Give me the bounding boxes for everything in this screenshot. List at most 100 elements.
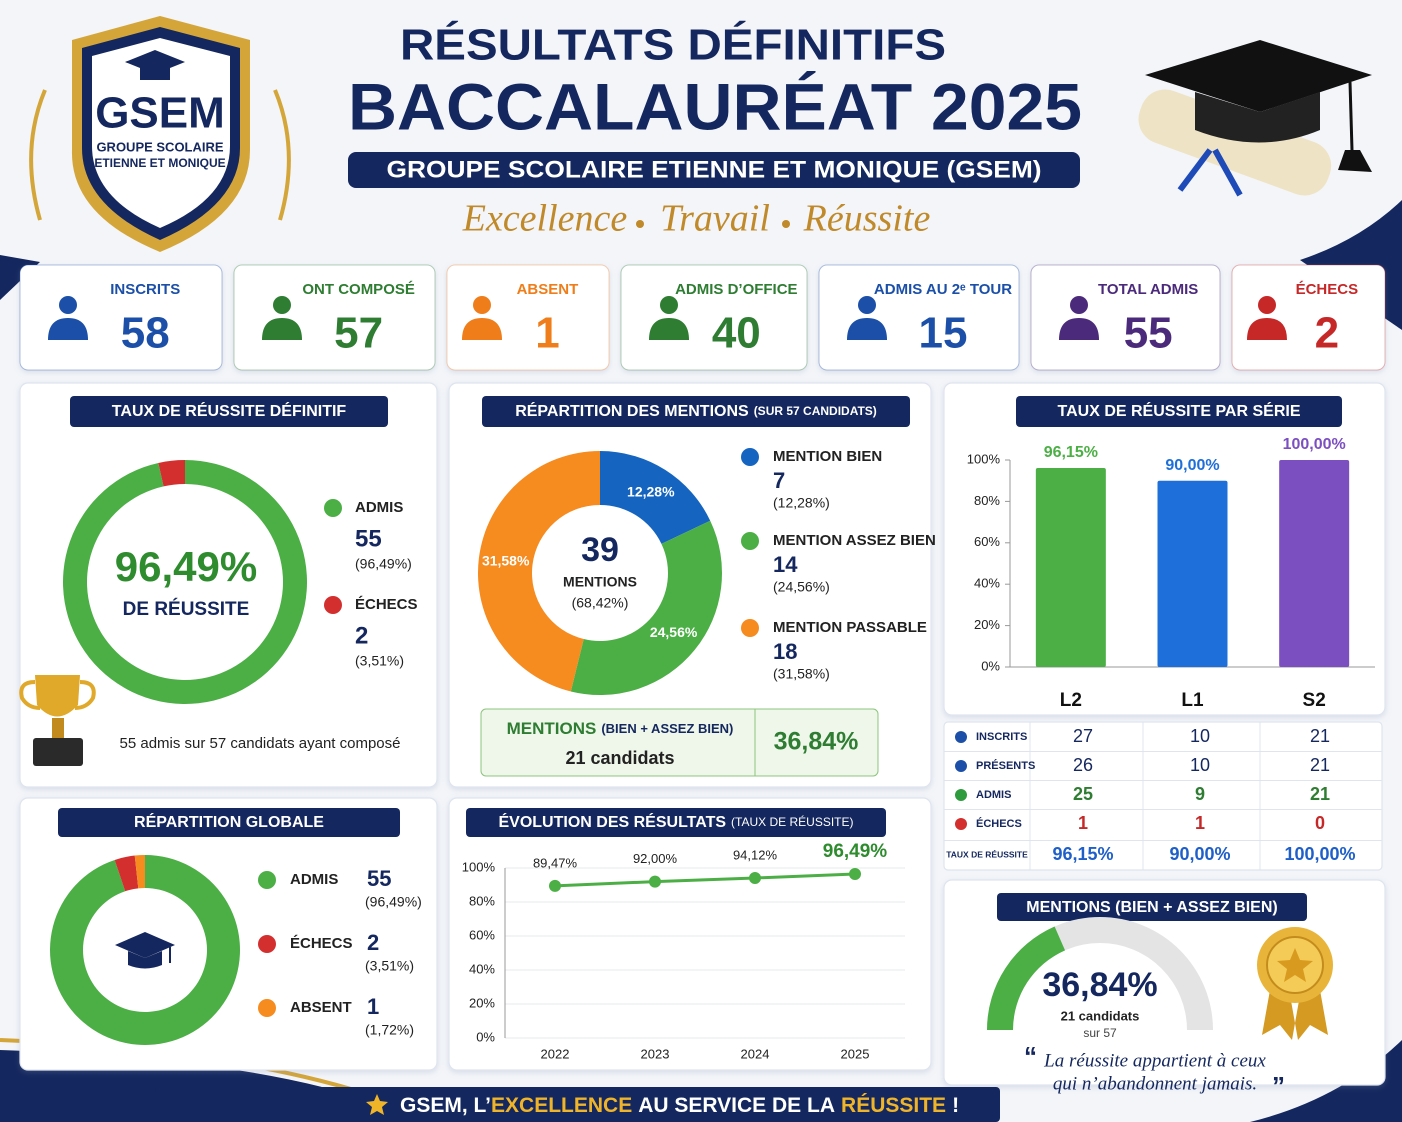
card [448, 797, 932, 1071]
y-tick-label: 0% [981, 658, 1000, 673]
legend-swatch [741, 619, 759, 637]
footer-part: RÉUSSITE [841, 1094, 946, 1117]
legend-swatch [258, 871, 276, 889]
stat-icon [1059, 318, 1099, 340]
stat-card [818, 264, 1020, 371]
stat-card [1030, 264, 1221, 371]
chart-title-main: RÉPARTITION DES MENTIONS [515, 401, 749, 420]
y-tick-label: 100% [462, 859, 496, 874]
decor [1250, 1040, 1402, 1122]
graduation-cap [1138, 40, 1372, 197]
legend-share: (12,28%) [773, 495, 830, 511]
x-tick-label: 2022 [541, 1046, 570, 1061]
chart-title-main: ÉVOLUTION DES RÉSULTATS [498, 812, 726, 831]
chart-title-note: (TAUX DE RÉUSSITE) [731, 814, 853, 829]
table-cell: 0 [1315, 813, 1325, 833]
row-icon [955, 818, 967, 830]
bar [1035, 467, 1106, 667]
value-label: 92,00% [633, 851, 678, 866]
value-label: 89,47% [533, 855, 578, 870]
row-icon [955, 760, 967, 772]
row-label: PRÉSENTS [976, 759, 1035, 772]
line [554, 872, 856, 888]
quote-mark: ” [1272, 1071, 1285, 1101]
stat-card [620, 264, 808, 371]
stat-label: ÉCHECS [1296, 281, 1359, 298]
stat-card [446, 264, 610, 371]
point [649, 875, 661, 888]
stat-label: TOTAL ADMIS [1098, 281, 1198, 298]
table-cell: 10 [1190, 755, 1210, 775]
stat-icon [1258, 296, 1276, 314]
table-cell: 1 [1195, 813, 1205, 833]
note: 55 admis sur 57 candidats ayant composé [120, 735, 401, 752]
summary-rate: 36,84% [774, 728, 859, 756]
stat-icon [660, 296, 678, 314]
legend-swatch [741, 448, 759, 466]
summary-label-main: MENTIONS [507, 719, 597, 738]
y-tick-label: 100% [967, 451, 1001, 466]
stat-label: ADMIS D’OFFICE [675, 281, 798, 298]
table-cell: 96,15% [1052, 844, 1113, 864]
chart-title: ÉVOLUTION DES RÉSULTATS (TAUX DE RÉUSSITE… [498, 812, 853, 831]
medal-icon [1257, 927, 1333, 1040]
title: RÉSULTATS DÉFINITIFS [400, 20, 946, 70]
table-cell: 21 [1310, 755, 1330, 775]
legend-share: (24,56%) [773, 579, 830, 595]
legend-value: 18 [773, 639, 797, 664]
value-label: 96,15% [1044, 444, 1098, 461]
chart-title: RÉPARTITION GLOBALE [134, 812, 324, 831]
stat-icon [273, 296, 291, 314]
chart-title: TAUX DE RÉUSSITE PAR SÉRIE [1058, 401, 1301, 420]
subtitle-bar [348, 152, 1080, 188]
summary-box [480, 708, 879, 777]
y-tick-label: 20% [974, 617, 1000, 632]
title-bar [70, 396, 388, 427]
stat-value: 57 [334, 309, 383, 358]
x-tick-label: S2 [1303, 690, 1326, 711]
summary-label: MENTIONS (BIEN + ASSEZ BIEN) [507, 719, 734, 738]
table-cell: 100,00% [1284, 844, 1355, 864]
stat-icon [462, 318, 502, 340]
motto: Réussite [803, 198, 931, 240]
point [749, 871, 761, 884]
title-bar [1016, 396, 1342, 427]
table-cell: 1 [1078, 813, 1088, 833]
table-cell: 9 [1195, 784, 1205, 804]
table-cell: 90,00% [1169, 844, 1230, 864]
slice [114, 855, 139, 892]
stat-icon [262, 318, 302, 340]
stat-icon [649, 318, 689, 340]
table-cell: 26 [1073, 755, 1093, 775]
y-tick-label: 80% [469, 893, 495, 908]
title-bar [482, 396, 910, 427]
value-label: 100,00% [1283, 436, 1346, 453]
legend-swatch [324, 499, 342, 517]
stat-icon [473, 296, 491, 314]
y-tick-label: 20% [469, 995, 495, 1010]
bar [1279, 460, 1350, 667]
y-tick-label: 0% [476, 1029, 495, 1044]
chart-title: TAUX DE RÉUSSITE DÉFINITIF [112, 401, 347, 420]
summary-count: 21 candidats [565, 748, 674, 768]
row-icon [955, 731, 967, 743]
quote-mark: “ [1024, 1041, 1037, 1071]
slice-label: 31,58% [482, 552, 530, 568]
row-icon [955, 789, 967, 801]
quote-line: qui n’abandonnent jamais. [1053, 1073, 1257, 1094]
gauge-count: 21 candidats [1061, 1008, 1140, 1023]
legend-label: ÉCHECS [290, 935, 353, 952]
slice [478, 451, 600, 692]
slice [158, 460, 185, 487]
table-cell: 25 [1073, 784, 1093, 804]
center-value: 96,49% [115, 543, 257, 590]
summary-label-note: (BIEN + ASSEZ BIEN) [601, 721, 733, 736]
footer-part: ! [952, 1094, 959, 1117]
motto: Excellence [462, 198, 628, 240]
stat-value: 1 [535, 309, 559, 358]
y-tick-label: 60% [974, 534, 1000, 549]
separator [636, 220, 644, 228]
y-tick-label: 40% [974, 576, 1000, 591]
